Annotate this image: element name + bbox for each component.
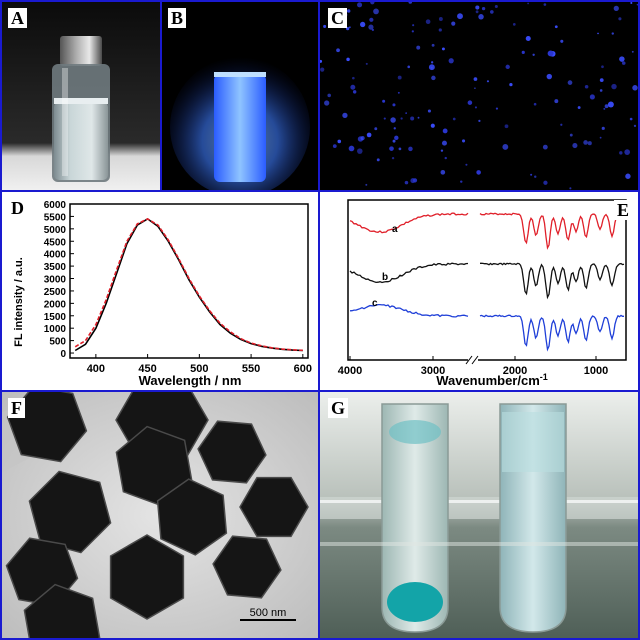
fluorescence-micrograph — [320, 2, 638, 190]
ftir-left-b — [349, 262, 469, 284]
tem-image: 500 nm — [2, 392, 318, 638]
y-tick-label: 2500 — [44, 287, 67, 298]
x-tick-label: 500 — [190, 363, 208, 375]
ftir-right-c — [479, 314, 624, 352]
chart-e-frame — [347, 199, 627, 361]
x-tick-label: 4000 — [338, 365, 362, 377]
test-tubes-photo — [320, 392, 638, 638]
y-tick-label: 0 — [60, 349, 66, 360]
panel-b: B — [160, 0, 320, 192]
hexagonal-crystal — [28, 470, 112, 554]
teal-precipitate — [387, 582, 443, 622]
panel-a-label: A — [8, 8, 27, 28]
vial-cap — [60, 36, 102, 66]
ftir-left-c — [349, 303, 469, 318]
x-tick-label: 600 — [294, 363, 312, 375]
series-line-1 — [74, 217, 303, 352]
panel-b-label: B — [168, 8, 187, 28]
vial-photo-b — [162, 2, 318, 190]
x-tick-label: 550 — [242, 363, 260, 375]
panel-d: D 0 500 1000 1500 2000 2500 3000 3500 4000 4500 50… — [0, 190, 320, 392]
series-label-c: c — [372, 298, 378, 309]
axis-break — [465, 355, 473, 365]
hexagonal-crystal — [109, 534, 185, 620]
panel-c: C — [318, 0, 640, 192]
x-tick-label: 450 — [138, 363, 156, 375]
x-tick-label: 3000 — [421, 365, 445, 377]
y-tick-label: 4000 — [44, 250, 67, 261]
x-tick-label: 1000 — [584, 365, 608, 377]
axis-break — [471, 355, 479, 365]
hexagonal-crystal — [23, 583, 101, 638]
y-tick-label: 3000 — [44, 275, 67, 286]
panel-f: F 500 nm — [0, 390, 320, 640]
hexagonal-crystal — [239, 476, 309, 538]
panel-d-label: D — [8, 198, 27, 218]
ftir-right-b — [480, 262, 625, 300]
hexagonal-crystal — [212, 535, 282, 599]
series-label-a: a — [392, 224, 398, 235]
panel-e-label: E — [613, 200, 632, 220]
hexagonal-crystal — [6, 392, 88, 463]
y-tick-label: 6000 — [44, 200, 67, 211]
series-label-b: b — [382, 272, 388, 283]
scale-bar-label: 500 nm — [250, 607, 287, 619]
y-tick-label: 2000 — [44, 299, 67, 310]
y-tick-label: 1000 — [44, 324, 67, 335]
chart-d-ylabel: FL intensity / a.u. — [13, 257, 25, 347]
fluorescent-liquid — [214, 74, 266, 182]
y-tick-label: 3500 — [44, 262, 67, 273]
chart-d-frame — [69, 203, 309, 359]
ftir-spectrum-chart: 4000 3000 2000 1000 a b c Wavenumber/cm-1 — [338, 199, 627, 388]
y-tick-label: 4500 — [44, 237, 67, 248]
hexagonal-crystal — [197, 420, 267, 484]
y-tick-label: 500 — [49, 337, 66, 348]
chart-e-xlabel: Wavenumber/cm-1 — [436, 372, 548, 388]
ftir-left-a — [349, 212, 469, 234]
panel-g-label: G — [328, 398, 349, 418]
x-tick-label: 400 — [87, 363, 105, 375]
ftir-right-a — [479, 212, 625, 250]
panel-e: E 4000 3000 2000 1000 a b c Wavenumber/cm-1 — [318, 190, 640, 392]
panel-a: A — [0, 0, 162, 192]
vial-photo-a — [2, 2, 160, 190]
chart-d-xlabel: Wavelength / nm — [139, 373, 242, 388]
series-line-0 — [74, 217, 303, 352]
y-tick-label: 1500 — [44, 312, 67, 323]
hexagonal-crystal — [156, 478, 228, 556]
y-tick-label: 5000 — [44, 225, 67, 236]
tube-left — [381, 403, 449, 633]
fl-spectrum-chart: 0500100015002000250030003500400045005000… — [13, 200, 312, 388]
y-tick-label: 5500 — [44, 212, 67, 223]
panel-c-label: C — [328, 8, 347, 28]
panel-g: G — [318, 390, 640, 640]
x-tick-label: 2000 — [503, 365, 527, 377]
panel-f-label: F — [8, 398, 25, 418]
